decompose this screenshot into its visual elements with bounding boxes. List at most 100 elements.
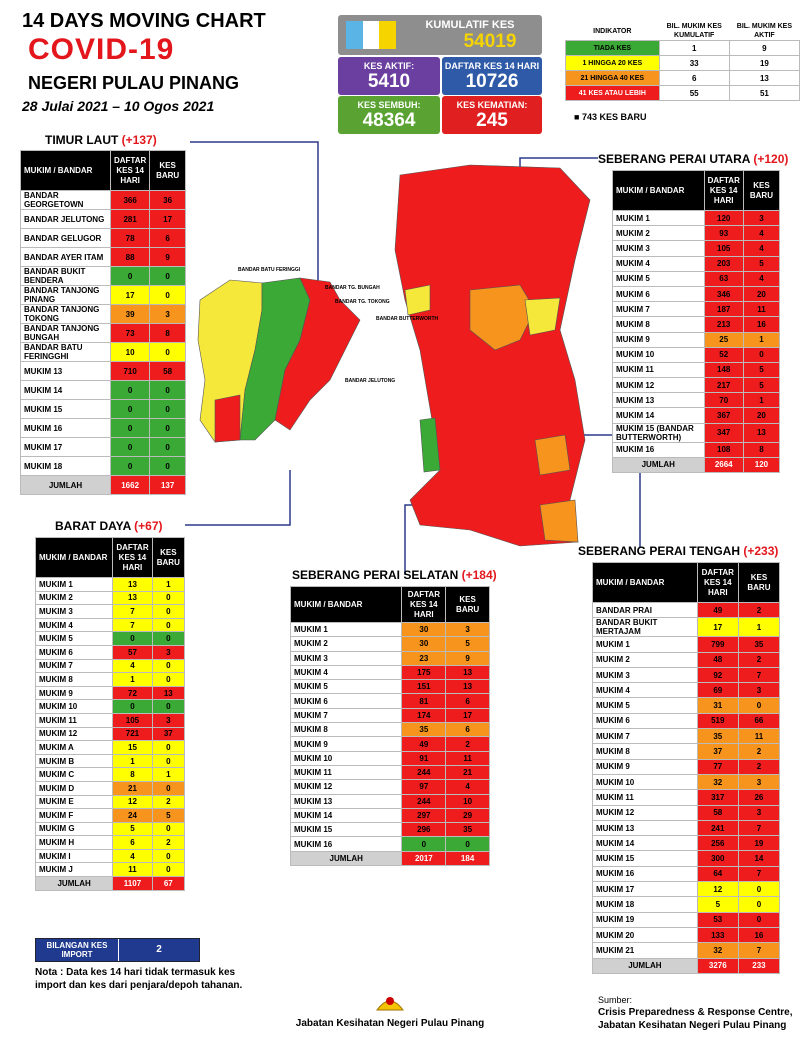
cell: 9 bbox=[728, 40, 801, 56]
cases-cell: 63 bbox=[703, 270, 744, 287]
indicator-label: 41 KES ATAU LEBIH bbox=[565, 85, 660, 101]
new-cell: 16 bbox=[737, 926, 781, 944]
total-cases: 1107 bbox=[112, 876, 153, 891]
cases-cell: 73 bbox=[109, 323, 151, 343]
district-row: MUKIM 16 0 0 bbox=[289, 836, 490, 852]
new-cell: 58 bbox=[149, 361, 186, 381]
new-cell: 0 bbox=[742, 346, 781, 363]
district-name: MUKIM 4 bbox=[34, 617, 114, 633]
cases-cell: 17 bbox=[109, 285, 151, 305]
new-cell: 2 bbox=[737, 601, 781, 619]
new-cell: 7 bbox=[737, 942, 781, 959]
district-name: MUKIM C bbox=[34, 767, 114, 782]
district-name: MUKIM 9 bbox=[612, 331, 705, 348]
district-name: MUKIM 14 bbox=[612, 407, 705, 424]
cell: 19 bbox=[728, 55, 801, 71]
district-name: MUKIM E bbox=[34, 794, 114, 810]
cases-cell: 5 bbox=[696, 896, 739, 913]
indicator-label: 21 HINGGA 40 KES bbox=[565, 70, 660, 86]
new-cell: 7 bbox=[737, 865, 781, 883]
district-name: MUKIM 14 bbox=[289, 807, 403, 824]
district-row: MUKIM 19 53 0 bbox=[592, 911, 781, 928]
cases-cell: 7 bbox=[112, 604, 153, 619]
district-row: MUKIM 9 49 2 bbox=[289, 736, 490, 752]
district-name: MUKIM 12 bbox=[592, 804, 698, 821]
district-row: MUKIM 2 48 2 bbox=[592, 651, 781, 668]
header-cell: KES BARU bbox=[737, 562, 781, 603]
header-cell: MUKIM / BANDAR bbox=[592, 562, 698, 603]
total-label: JUMLAH bbox=[34, 876, 114, 891]
district-row: BANDAR PRAI 49 2 bbox=[592, 601, 781, 619]
new-cell: 0 bbox=[737, 881, 781, 898]
new-cell: 9 bbox=[445, 650, 490, 666]
district-name: MUKIM 13 bbox=[20, 361, 111, 381]
cases-cell: 91 bbox=[401, 750, 447, 766]
district-row: MUKIM 8 35 6 bbox=[289, 722, 490, 738]
district-name: MUKIM 2 bbox=[612, 225, 705, 242]
cases-cell: 12 bbox=[112, 794, 153, 810]
indicator-row: TIADA KES 1 9 bbox=[565, 40, 801, 56]
district-name: MUKIM 1 bbox=[289, 621, 403, 638]
deaths-box: KES KEMATIAN: 245 bbox=[442, 96, 542, 134]
section-title: BARAT DAYA (+67) bbox=[55, 519, 163, 533]
district-name: MUKIM 3 bbox=[289, 650, 403, 666]
district-row: MUKIM 13 710 58 bbox=[20, 361, 186, 381]
new-cell: 10 bbox=[445, 793, 490, 809]
district-row: MUKIM 1 13 1 bbox=[34, 577, 186, 592]
district-row: MUKIM 14 0 0 bbox=[20, 380, 186, 400]
cases-cell: 0 bbox=[109, 418, 151, 438]
cases-cell: 23 bbox=[401, 650, 447, 666]
district-row: MUKIM 16 108 8 bbox=[612, 441, 781, 458]
district-row: MUKIM 6 81 6 bbox=[289, 693, 490, 709]
new-cell: 0 bbox=[151, 753, 186, 769]
cases-cell: 25 bbox=[703, 331, 744, 348]
cases-cell: 366 bbox=[109, 190, 151, 210]
header-cell: KES BARU bbox=[151, 537, 186, 578]
district-name: MUKIM 3 bbox=[592, 666, 698, 684]
cell: 33 bbox=[658, 55, 730, 71]
district-row: MUKIM 11 148 5 bbox=[612, 361, 781, 379]
title-line: 14 DAYS MOVING CHART bbox=[22, 10, 266, 32]
district-name: MUKIM 4 bbox=[592, 682, 698, 699]
new-cell: 36 bbox=[149, 190, 186, 210]
cases-cell: 13 bbox=[112, 590, 153, 606]
cases-cell: 1 bbox=[112, 753, 153, 769]
section-delta: (+137) bbox=[121, 133, 157, 147]
cases-cell: 108 bbox=[703, 441, 744, 458]
recovered-box: KES SEMBUH: 48364 bbox=[338, 96, 440, 134]
district-row: MUKIM 11 105 3 bbox=[34, 712, 186, 728]
cases-cell: 721 bbox=[112, 726, 153, 742]
import-label: BILANGAN KES IMPORT bbox=[36, 939, 118, 961]
district-row: MUKIM 2 30 5 bbox=[289, 636, 490, 652]
district-name: MUKIM 20 bbox=[592, 926, 698, 944]
new-cell: 1 bbox=[742, 392, 781, 409]
district-name: MUKIM 6 bbox=[612, 285, 705, 303]
section-title: SEBERANG PERAI SELATAN (+184) bbox=[292, 568, 497, 582]
district-name: MUKIM 6 bbox=[289, 693, 403, 709]
new-cell: 1 bbox=[742, 331, 781, 348]
new-cell: 1 bbox=[151, 577, 186, 592]
new-cell: 5 bbox=[742, 361, 781, 379]
district-name: BANDAR AYER ITAM bbox=[20, 247, 111, 267]
indicator-label: TIADA KES bbox=[565, 40, 660, 56]
district-name: BANDAR TANJONG BUNGAH bbox=[20, 323, 111, 343]
cases-cell: 0 bbox=[112, 631, 153, 646]
section: MUKIM / BANDAR DAFTAR KES 14 HARI KES BARU… bbox=[34, 537, 186, 891]
region bbox=[524, 297, 561, 336]
district-row: MUKIM 21 32 7 bbox=[592, 942, 781, 959]
district-row: MUKIM 16 0 0 bbox=[20, 418, 186, 438]
new-cell: 26 bbox=[737, 789, 781, 806]
new-cell: 13 bbox=[445, 664, 490, 681]
total-new: 233 bbox=[737, 957, 781, 974]
cases-cell: 347 bbox=[703, 422, 744, 443]
district-name: BANDAR BUKIT MERTAJAM bbox=[592, 617, 698, 638]
new-cell: 0 bbox=[737, 896, 781, 913]
district-name: MUKIM 16 bbox=[289, 836, 403, 852]
new-cell: 0 bbox=[149, 437, 186, 457]
district-row: MUKIM 7 35 11 bbox=[592, 728, 781, 745]
district-name: MUKIM 5 bbox=[289, 679, 403, 695]
cases-cell: 52 bbox=[703, 346, 744, 363]
district-name: MUKIM 13 bbox=[289, 793, 403, 809]
district-name: MUKIM 16 bbox=[20, 418, 111, 438]
district-row: MUKIM 15 300 14 bbox=[592, 850, 781, 867]
